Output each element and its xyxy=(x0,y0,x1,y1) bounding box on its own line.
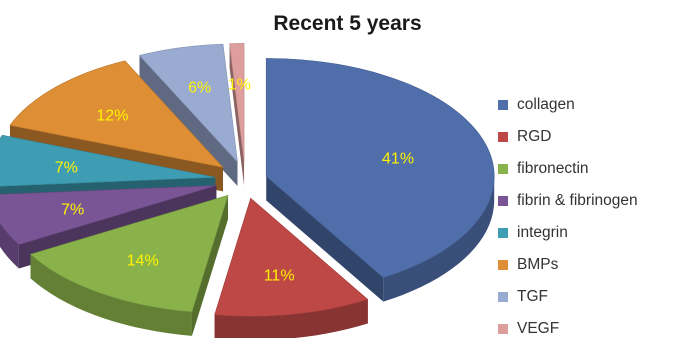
legend-item-tgf: TGF xyxy=(498,281,638,313)
legend-swatch xyxy=(498,228,508,238)
data-label-fibronectin: 14% xyxy=(127,252,159,269)
legend-swatch xyxy=(498,292,508,302)
legend-swatch xyxy=(498,196,508,206)
slice-rgd xyxy=(214,197,369,317)
legend-swatch xyxy=(498,324,508,334)
legend-swatch xyxy=(498,260,508,270)
slice-side-vegf xyxy=(229,43,245,186)
legend-item-integrin: integrin xyxy=(498,217,638,249)
slice-bmps xyxy=(9,60,224,168)
legend-label: BMPs xyxy=(517,256,559,273)
chart-title: Recent 5 years xyxy=(273,12,422,35)
legend-swatch xyxy=(498,132,508,142)
legend-label: integrin xyxy=(517,224,568,241)
slice-fibronectin xyxy=(29,194,229,313)
legend-label: VEGF xyxy=(517,320,560,337)
slice-integrin xyxy=(0,134,216,187)
slice-tgf xyxy=(138,43,238,163)
legend-item-rgd: RGD xyxy=(498,121,638,153)
legend-item-vegf: VEGF xyxy=(498,313,638,345)
slice-vegf xyxy=(229,43,245,162)
legend: collagen RGD fibronectin fibrin & fibrinoge… xyxy=(498,89,638,345)
legend-item-bmps: BMPs xyxy=(498,249,638,281)
data-label-fibrin-fibrinogen: 7% xyxy=(61,202,84,219)
legend-item-fibronectin: fibronectin xyxy=(498,153,638,185)
pie-chart: Recent 5 years 41% 11% 14% 7% 7% 12% 6% 1% coll… xyxy=(0,12,638,338)
legend-label: fibrin & fibrinogen xyxy=(517,192,638,209)
legend-item-collagen: collagen xyxy=(498,89,638,121)
legend-label: RGD xyxy=(517,128,552,145)
slice-side-collagen xyxy=(266,176,495,302)
data-label-bmps: 12% xyxy=(96,108,128,125)
pie-plot: 41% 11% 14% 7% 7% 12% 6% 1% xyxy=(0,43,495,338)
legend-item-fibrin-fibrinogen: fibrin & fibrinogen xyxy=(498,185,638,217)
data-label-rgd: 11% xyxy=(264,268,295,285)
legend-swatch xyxy=(498,164,508,174)
data-label-collagen: 41% xyxy=(382,150,414,167)
legend-swatch xyxy=(498,100,508,110)
legend-label: collagen xyxy=(517,96,575,113)
slice-fibrin-fibrinogen xyxy=(0,185,217,245)
slice-collagen xyxy=(265,58,495,278)
legend-label: fibronectin xyxy=(517,160,589,177)
legend-label: TGF xyxy=(517,288,548,305)
data-label-vegf: 1% xyxy=(228,77,251,94)
data-label-tgf: 6% xyxy=(188,80,211,97)
data-label-integrin: 7% xyxy=(55,159,78,176)
